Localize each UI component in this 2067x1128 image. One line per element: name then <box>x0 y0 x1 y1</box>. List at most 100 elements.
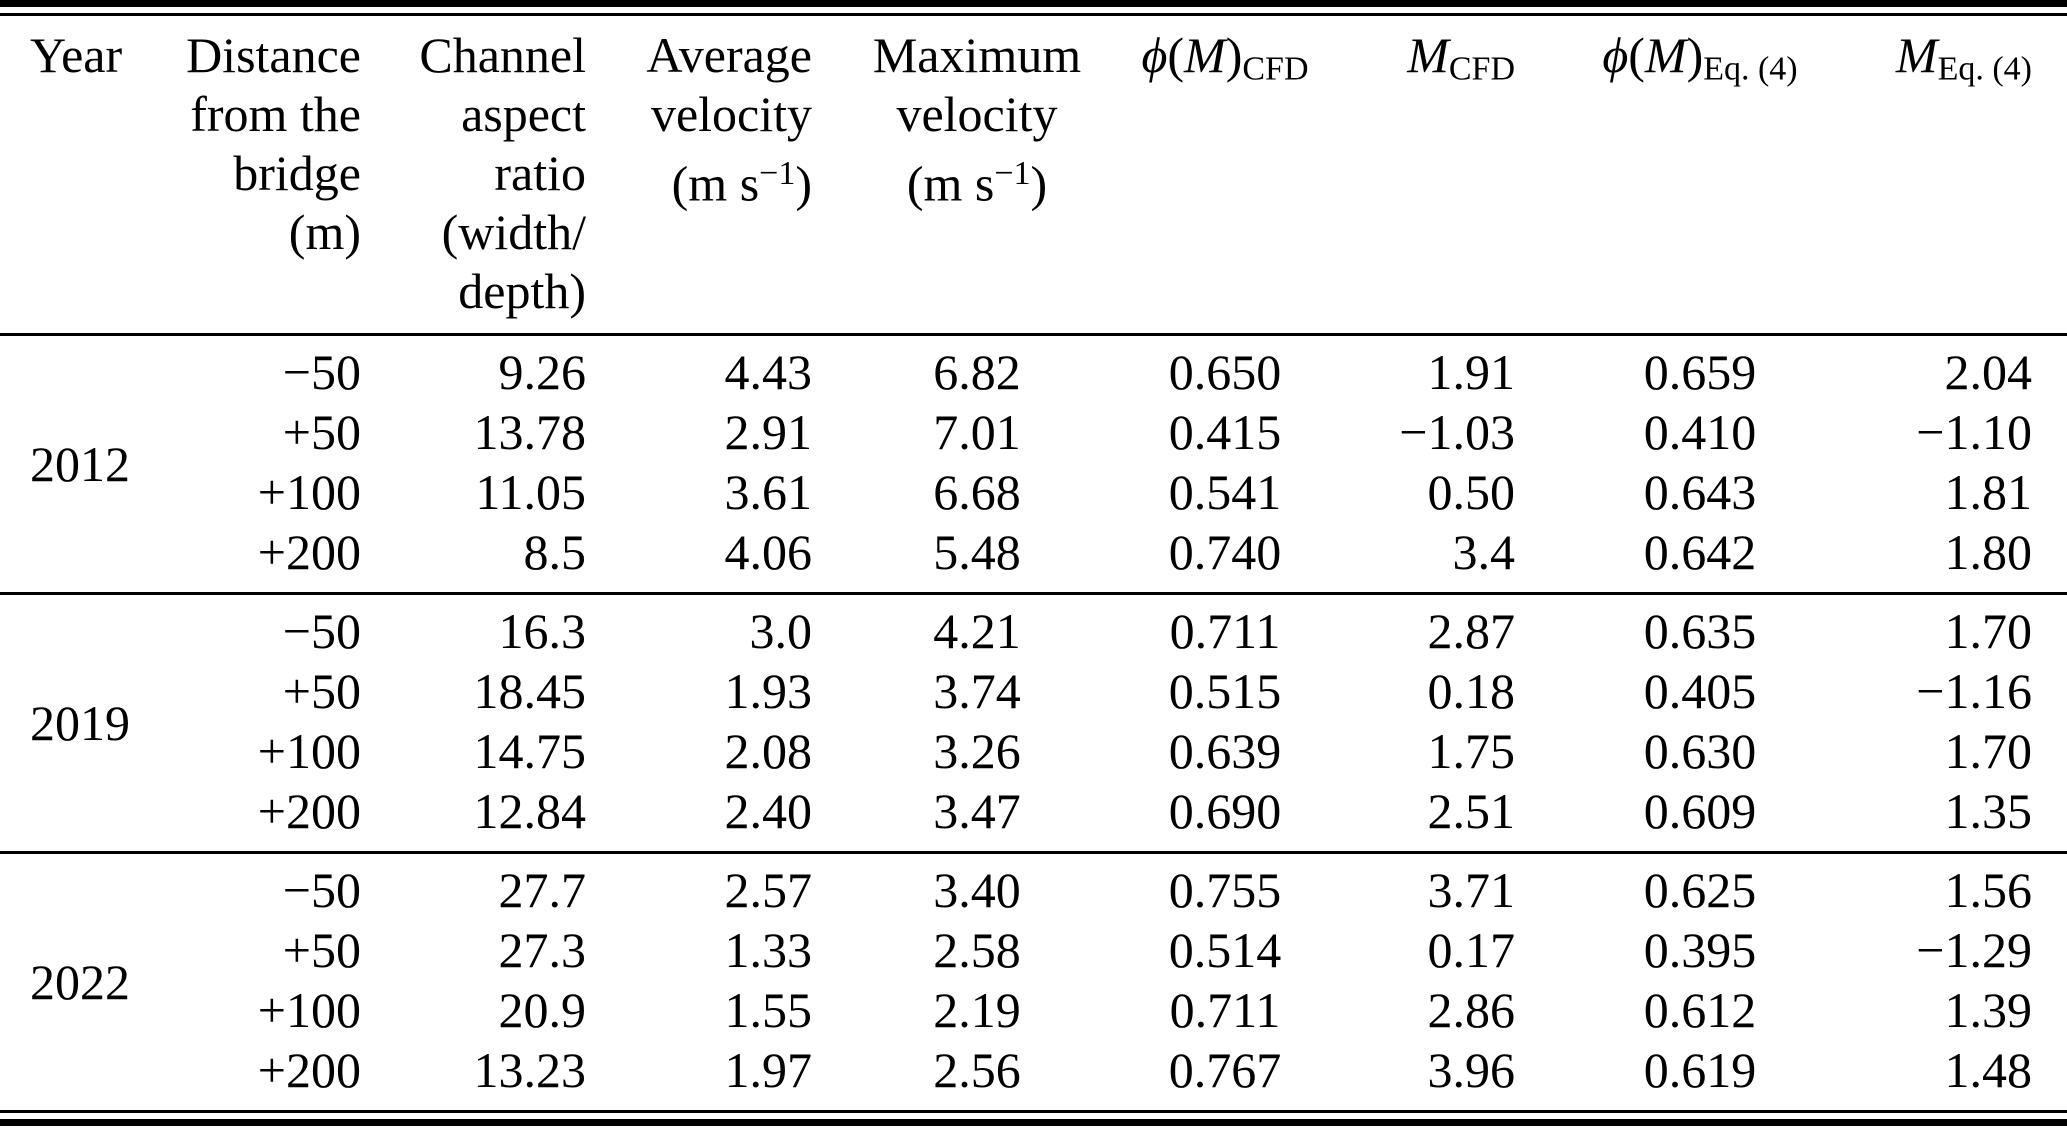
cell-m-cfd: 3.71 <box>1427 862 1516 918</box>
header-text: Year <box>30 27 123 83</box>
col-header-m-cfd: MCFD <box>1322 16 1529 335</box>
cell-phi-m-cfd: 0.515 <box>1168 663 1282 719</box>
header-text: M <box>1895 27 1938 83</box>
subscript-text: Eq. (4) <box>1937 50 2032 88</box>
cell-m-cfd: 0.17 <box>1427 922 1516 978</box>
header-text: M <box>1407 27 1449 83</box>
cell-average-velocity: 2.40 <box>724 783 813 839</box>
cell-channel-aspect-ratio: 27.7 <box>498 862 587 918</box>
cell-m-cfd: 3.4 <box>1452 524 1516 580</box>
table-row: 2022 −50 27.7 2.57 3.40 0.755 3.71 0.625 1.56 <box>0 853 2067 1010</box>
cell-maximum-velocity: 3.26 <box>933 723 1021 779</box>
cell-m-cfd: 0.50 <box>1427 464 1516 520</box>
cell-maximum-velocity: 6.82 <box>933 344 1021 400</box>
cell-phi-m-eq4: 0.619 <box>1643 1042 1757 1098</box>
year-cell: 2012 <box>30 436 130 492</box>
header-text: ) <box>1030 155 1048 212</box>
col-header-channel-aspect-ratio: Channel aspect ratio (width/depth) <box>375 16 600 335</box>
cell-distance-from-bridge: +50 <box>282 404 361 460</box>
header-line: MEq. (4) <box>1871 26 2032 98</box>
header-text: depth) <box>458 263 586 319</box>
subscript-text: CFD <box>1242 50 1309 88</box>
bottom-rule-gap <box>0 1113 2067 1119</box>
col-header-year: Year <box>0 16 180 335</box>
year-cell: 2022 <box>30 954 130 1010</box>
cell-channel-aspect-ratio: 13.78 <box>473 404 587 460</box>
cell-phi-m-eq4: 0.643 <box>1643 464 1757 520</box>
header-line: velocity <box>600 85 812 144</box>
cell-m-eq4: 1.70 <box>1944 603 2033 659</box>
cell-distance-from-bridge: +100 <box>257 464 361 520</box>
cell-phi-m-cfd: 0.690 <box>1168 783 1282 839</box>
header-line: bridge <box>180 144 361 203</box>
cell-phi-m-eq4: 0.395 <box>1643 922 1757 978</box>
cell-m-cfd: 1.91 <box>1427 344 1516 400</box>
header-text: from the <box>190 86 361 142</box>
header-text: ( <box>1628 27 1645 83</box>
cell-m-cfd: 3.96 <box>1427 1042 1516 1098</box>
bottom-thick-rule <box>0 1119 2067 1126</box>
col-header-average-velocity: Average velocity (m s−1) <box>600 16 826 335</box>
cell-distance-from-bridge: −50 <box>282 603 361 659</box>
cell-distance-from-bridge: +200 <box>257 783 361 839</box>
header-text: aspect <box>461 86 586 142</box>
header-text: ) <box>1225 27 1243 83</box>
cell-average-velocity: 1.33 <box>724 922 813 978</box>
cell-maximum-velocity: 4.21 <box>933 603 1021 659</box>
year-group-2019: 2019 −50 16.3 3.0 4.21 0.711 2.87 0.635 1.70 +50 1… <box>0 593 2067 853</box>
cell-distance-from-bridge: +200 <box>257 524 361 580</box>
header-line: Year <box>30 26 180 85</box>
cell-m-cfd: −1.03 <box>1399 404 1515 460</box>
cell-average-velocity: 2.08 <box>724 723 813 779</box>
results-table: Year Distance from the bridge (m) Channel aspe… <box>0 16 2067 1110</box>
header-text: ratio <box>494 145 586 201</box>
cell-m-eq4: −1.10 <box>1916 404 2032 460</box>
table-header: Year Distance from the bridge (m) Channel aspe… <box>0 16 2067 335</box>
cell-m-eq4: 1.56 <box>1944 862 2033 918</box>
cell-m-eq4: −1.29 <box>1916 922 2032 978</box>
header-line: (width/ <box>375 203 586 262</box>
table-row: 2012 −50 9.26 4.43 6.82 0.650 1.91 0.659 2.04 <box>0 335 2067 492</box>
cell-distance-from-bridge: +100 <box>257 723 361 779</box>
cell-m-cfd: 2.51 <box>1427 783 1516 839</box>
cell-distance-from-bridge: −50 <box>282 862 361 918</box>
cell-average-velocity: 3.61 <box>724 464 813 520</box>
header-text: (m s <box>906 155 995 212</box>
cell-average-velocity: 2.57 <box>724 862 813 918</box>
cell-maximum-velocity: 7.01 <box>933 404 1021 460</box>
cell-phi-m-eq4: 0.405 <box>1643 663 1757 719</box>
superscript-text: −1 <box>759 155 796 192</box>
cell-phi-m-cfd: 0.541 <box>1168 464 1282 520</box>
cell-average-velocity: 4.06 <box>724 524 813 580</box>
header-line: Distance <box>180 26 361 85</box>
table-row: +200 13.23 1.97 2.56 0.767 3.96 0.619 1.48 <box>0 1040 2067 1110</box>
header-text: ϕ <box>1602 27 1629 83</box>
header-line: Average <box>600 26 812 85</box>
cell-m-eq4: 1.80 <box>1944 524 2033 580</box>
header-text: velocity <box>650 86 812 142</box>
header-text: (m s <box>671 155 760 212</box>
header-text: velocity <box>896 86 1058 142</box>
cell-m-cfd: 2.86 <box>1427 982 1516 1038</box>
header-row: Year Distance from the bridge (m) Channel aspe… <box>0 16 2067 335</box>
col-header-maximum-velocity: Maximum velocity (m s−1) <box>826 16 1128 335</box>
header-line: Maximum <box>826 26 1128 85</box>
cell-channel-aspect-ratio: 12.84 <box>473 783 587 839</box>
header-text: Distance <box>186 27 361 83</box>
header-line: aspect <box>375 85 586 144</box>
table-row: +100 20.9 1.55 2.19 0.711 2.86 0.612 1.39 <box>0 980 2067 1040</box>
header-line: Channel <box>375 26 586 85</box>
header-text: Channel <box>419 27 586 83</box>
cell-phi-m-eq4: 0.410 <box>1643 404 1757 460</box>
header-line: (m) <box>180 203 361 262</box>
cell-distance-from-bridge: +100 <box>257 982 361 1038</box>
header-text: (width/ <box>441 204 586 260</box>
header-line: from the <box>180 85 361 144</box>
col-header-distance-from-bridge: Distance from the bridge (m) <box>180 16 375 335</box>
cell-m-eq4: 1.70 <box>1944 723 2033 779</box>
header-text: (m) <box>288 204 361 260</box>
table-row: +50 13.78 2.91 7.01 0.415 −1.03 0.410 −1.10 <box>0 402 2067 462</box>
cell-phi-m-eq4: 0.609 <box>1643 783 1757 839</box>
cell-phi-m-cfd: 0.767 <box>1168 1042 1282 1098</box>
